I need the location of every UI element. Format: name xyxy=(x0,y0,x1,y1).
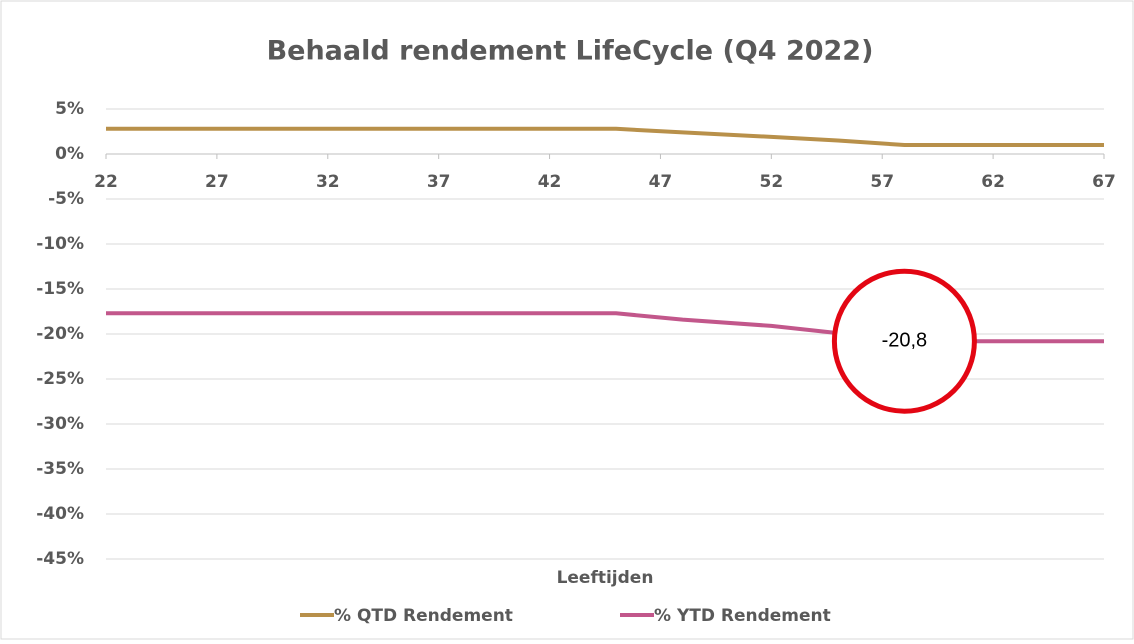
y-tick-label: -25% xyxy=(36,369,84,389)
y-tick-label: -40% xyxy=(36,504,84,524)
x-tick-label: 62 xyxy=(981,172,1005,192)
legend-label: % YTD Rendement xyxy=(654,606,831,626)
y-tick-label: 0% xyxy=(55,144,84,164)
series-line xyxy=(106,126,1104,147)
x-tick-label: 42 xyxy=(538,172,562,192)
annotation-circle xyxy=(831,268,977,414)
y-tick-label: -35% xyxy=(36,459,84,479)
x-tick-label: 32 xyxy=(316,172,340,192)
x-axis-title: Leeftijden xyxy=(557,568,654,588)
y-tick-label: -5% xyxy=(48,189,84,209)
y-tick-label: -10% xyxy=(36,234,84,254)
y-tick-label: -20% xyxy=(36,324,84,344)
y-tick-label: -45% xyxy=(36,549,84,569)
y-tick-label: 5% xyxy=(55,99,84,119)
annotation-text: -20,8 xyxy=(882,329,928,351)
x-tick-label: 22 xyxy=(94,172,118,192)
x-tick-label: 47 xyxy=(649,172,673,192)
chart-title: Behaald rendement LifeCycle (Q4 2022) xyxy=(267,36,874,67)
y-tick-label: -30% xyxy=(36,414,84,434)
y-tick-label: -15% xyxy=(36,279,84,299)
x-tick-label: 37 xyxy=(427,172,451,192)
x-tick-label: 57 xyxy=(870,172,894,192)
x-tick-label: 52 xyxy=(759,172,783,192)
x-tick-label: 67 xyxy=(1092,172,1116,192)
legend-label: % QTD Rendement xyxy=(334,606,513,626)
x-tick-label: 27 xyxy=(205,172,229,192)
